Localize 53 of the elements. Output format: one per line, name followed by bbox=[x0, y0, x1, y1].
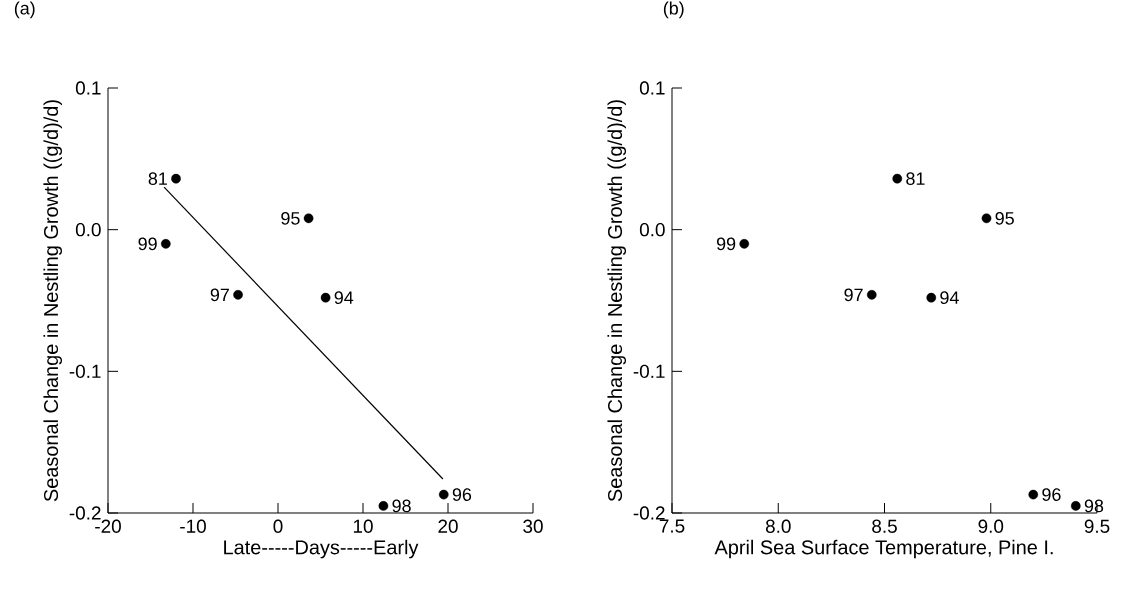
point bbox=[866, 290, 877, 300]
y-tick-label: 0.1 bbox=[639, 81, 665, 95]
y-tick-label: -0.1 bbox=[69, 364, 101, 379]
x-tick-label: 7.5 bbox=[659, 519, 685, 533]
annotation: 99 bbox=[138, 237, 157, 251]
x-tick-label: 8.5 bbox=[872, 519, 897, 533]
point bbox=[926, 292, 937, 303]
y-tick-label: 0.0 bbox=[639, 222, 665, 237]
annotation: 81 bbox=[906, 172, 925, 186]
x-tick-label: 20 bbox=[438, 519, 458, 533]
annotation: 95 bbox=[995, 211, 1014, 225]
point bbox=[1028, 489, 1039, 500]
annotation: 96 bbox=[1042, 488, 1061, 501]
x-tick-label: 8.0 bbox=[765, 519, 791, 533]
x-tick-label: -10 bbox=[180, 519, 206, 533]
y-tick-label: -0.1 bbox=[633, 364, 665, 379]
y-tick-label: 0.1 bbox=[75, 81, 101, 95]
annotation: 98 bbox=[1084, 499, 1104, 513]
x-tick-label: 9.5 bbox=[1084, 519, 1110, 533]
point bbox=[161, 239, 171, 249]
point bbox=[1070, 501, 1081, 511]
x-tick-label: -20 bbox=[95, 519, 121, 533]
x-tick-label: 30 bbox=[523, 519, 543, 533]
annotation: 97 bbox=[844, 288, 863, 302]
annotation: 95 bbox=[281, 211, 300, 225]
point bbox=[739, 239, 750, 249]
annotation: 94 bbox=[940, 291, 959, 305]
x-axis-title: April Sea Surface Temperature, Pine I. bbox=[714, 539, 1053, 559]
y-tick-label: -0.2 bbox=[633, 506, 665, 520]
annotation: 96 bbox=[452, 488, 472, 501]
y-axis-title: Seasonal Change in Nestling Growth ((g/d)/d) bbox=[43, 100, 63, 502]
x-tick-label: 9.0 bbox=[978, 519, 1004, 533]
chart-title: (b) bbox=[663, 1, 684, 19]
annotation: 97 bbox=[210, 288, 229, 302]
annotation: 99 bbox=[716, 237, 736, 251]
y-axis-title: Seasonal Change in Nestling Growth ((g/d)/d) bbox=[607, 100, 627, 502]
x-tick-label: 0 bbox=[273, 519, 283, 533]
point bbox=[892, 173, 903, 184]
point bbox=[171, 173, 181, 184]
point bbox=[320, 292, 331, 303]
x-axis-title: Late-----Days-----Early bbox=[224, 539, 419, 559]
annotation: 94 bbox=[334, 291, 354, 305]
annotation: 81 bbox=[148, 172, 167, 186]
chart-title: (a) bbox=[14, 1, 35, 19]
y-tick-label: 0.0 bbox=[75, 222, 101, 237]
point bbox=[303, 213, 314, 224]
point bbox=[378, 501, 389, 511]
point bbox=[981, 213, 992, 224]
annotation: 98 bbox=[392, 499, 411, 513]
point bbox=[438, 489, 449, 500]
point bbox=[233, 290, 243, 300]
y-tick-label: -0.2 bbox=[69, 506, 101, 520]
x-tick-label: 10 bbox=[353, 519, 373, 533]
